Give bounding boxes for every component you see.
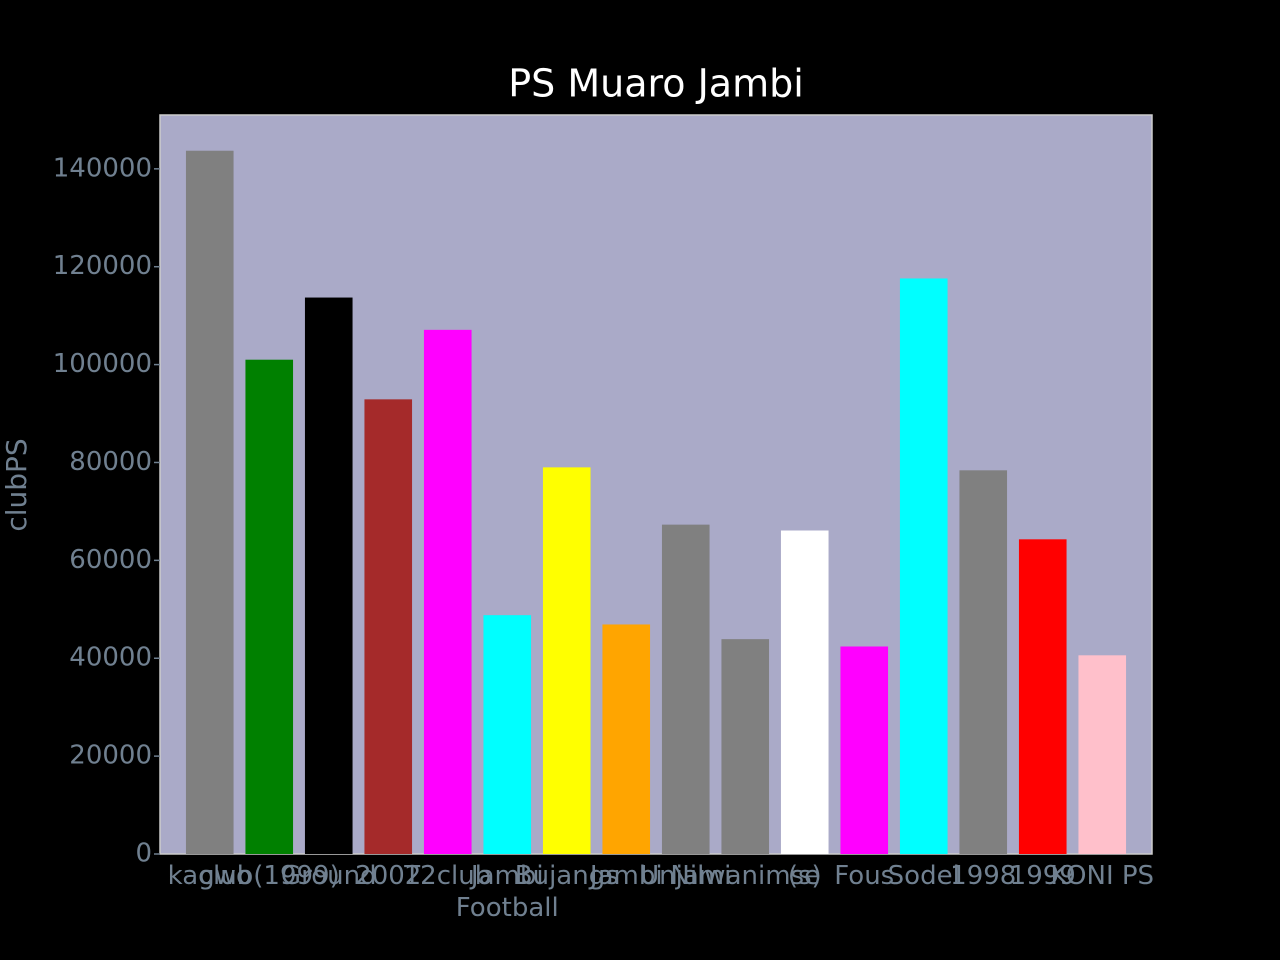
bar: [185, 150, 234, 854]
x-tick-label: Jambi: [589, 861, 663, 891]
bar: [899, 278, 948, 854]
bar: [304, 297, 353, 854]
bar: [780, 530, 829, 854]
bar: [1018, 539, 1067, 854]
x-tick-label: Jambi Football: [455, 861, 559, 923]
y-tick-label: 140000: [53, 153, 152, 183]
y-tick-label: 120000: [53, 251, 152, 281]
x-tick-label: Fous: [834, 861, 895, 891]
bar: [959, 470, 1008, 854]
x-tick-label: Bujangs: [514, 861, 619, 891]
x-tick-label: KONI PS: [1050, 861, 1155, 891]
y-tick-label: 20000: [69, 741, 152, 771]
x-tick-label: 1999: [1009, 861, 1076, 891]
y-tick-label: 0: [135, 839, 152, 869]
y-tick-label: 60000: [69, 545, 152, 575]
x-tick-label: club(1999): [198, 861, 340, 891]
bar: [245, 359, 294, 854]
bar: [721, 639, 770, 854]
chart-title: PS Muaro Jambi: [508, 62, 804, 106]
x-tick-label: T2club: [404, 861, 492, 891]
x-tick-label: Unjami: [640, 861, 732, 891]
bar: [1078, 655, 1127, 854]
bar: [423, 329, 472, 854]
bar: [840, 646, 889, 854]
bar: [542, 467, 591, 854]
bar: [483, 615, 532, 854]
x-tick-label: (s): [787, 861, 822, 891]
bar: [602, 624, 651, 854]
y-tick-label: 100000: [53, 349, 152, 379]
y-axis-label: clubPS: [0, 438, 33, 531]
x-tick-label: kagwo: [167, 861, 252, 891]
x-tick-label: 2002: [355, 861, 422, 891]
y-tick-label: 40000: [69, 643, 152, 673]
x-tick-label: Sodel: [887, 861, 960, 891]
x-tick-label: 1998: [950, 861, 1017, 891]
bar: [661, 524, 710, 854]
bar: [364, 399, 413, 854]
x-tick-label: Ground: [280, 861, 377, 891]
x-tick-label: Nilwanimse: [670, 861, 821, 891]
y-tick-label: 80000: [69, 447, 152, 477]
